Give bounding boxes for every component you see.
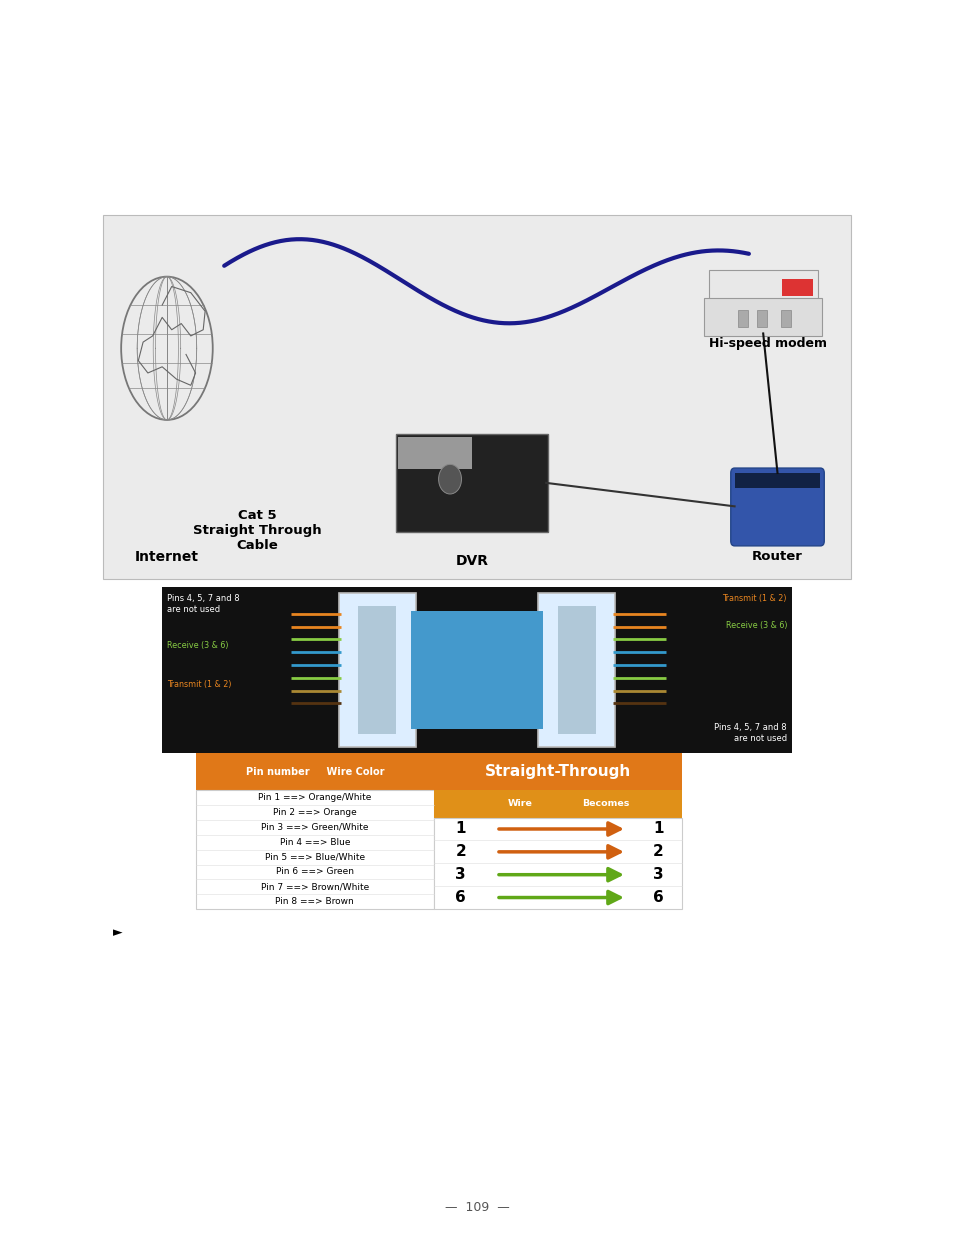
Text: Pins 4, 5, 7 and 8
are not used: Pins 4, 5, 7 and 8 are not used <box>167 594 239 614</box>
Text: ►: ► <box>112 926 122 939</box>
Text: Receive (3 & 6): Receive (3 & 6) <box>167 641 228 650</box>
FancyBboxPatch shape <box>558 606 596 734</box>
Text: 6: 6 <box>455 890 466 905</box>
FancyBboxPatch shape <box>103 215 850 579</box>
Text: Pin 6 ==> Green: Pin 6 ==> Green <box>275 867 354 877</box>
FancyBboxPatch shape <box>357 606 395 734</box>
Text: Transmit (1 & 2): Transmit (1 & 2) <box>167 680 232 689</box>
Text: Pin 2 ==> Orange: Pin 2 ==> Orange <box>273 808 356 818</box>
Text: 2: 2 <box>652 845 663 860</box>
Text: Hi-speed modem: Hi-speed modem <box>708 337 826 351</box>
FancyBboxPatch shape <box>730 468 823 546</box>
FancyBboxPatch shape <box>738 310 747 327</box>
Text: Transmit (1 & 2): Transmit (1 & 2) <box>721 594 786 603</box>
Text: 3: 3 <box>455 867 466 882</box>
Text: Pins 4, 5, 7 and 8
are not used: Pins 4, 5, 7 and 8 are not used <box>714 724 786 743</box>
FancyBboxPatch shape <box>396 435 547 531</box>
FancyBboxPatch shape <box>338 593 416 747</box>
Text: Pin 4 ==> Blue: Pin 4 ==> Blue <box>279 837 350 847</box>
FancyBboxPatch shape <box>781 310 790 327</box>
FancyBboxPatch shape <box>162 587 791 753</box>
FancyBboxPatch shape <box>605 587 791 753</box>
FancyBboxPatch shape <box>434 790 681 818</box>
Text: Cat 5
Straight Through
Cable: Cat 5 Straight Through Cable <box>193 509 321 552</box>
Text: Straight-Through: Straight-Through <box>484 764 631 779</box>
Text: 1: 1 <box>455 821 466 836</box>
Text: Pin 3 ==> Green/White: Pin 3 ==> Green/White <box>261 823 368 832</box>
Text: 1: 1 <box>652 821 663 836</box>
FancyBboxPatch shape <box>537 593 615 747</box>
Text: 6: 6 <box>652 890 663 905</box>
FancyBboxPatch shape <box>195 790 434 909</box>
Text: Pin number     Wire Color: Pin number Wire Color <box>245 767 384 777</box>
FancyBboxPatch shape <box>708 270 817 303</box>
Text: 3: 3 <box>652 867 663 882</box>
Text: Router: Router <box>751 550 802 563</box>
FancyBboxPatch shape <box>398 437 472 469</box>
Text: —  109  —: — 109 — <box>444 1202 509 1214</box>
FancyBboxPatch shape <box>162 587 348 753</box>
Text: Receive (3 & 6): Receive (3 & 6) <box>725 621 786 630</box>
FancyBboxPatch shape <box>411 611 542 729</box>
Text: Pin 7 ==> Brown/White: Pin 7 ==> Brown/White <box>260 882 369 892</box>
Text: Internet: Internet <box>134 551 199 564</box>
Text: Wire: Wire <box>507 799 532 809</box>
Text: DVR: DVR <box>456 553 488 568</box>
Text: Pin 5 ==> Blue/White: Pin 5 ==> Blue/White <box>265 852 364 862</box>
FancyBboxPatch shape <box>734 473 820 488</box>
FancyBboxPatch shape <box>703 298 821 336</box>
Text: Pin 8 ==> Brown: Pin 8 ==> Brown <box>275 897 354 906</box>
FancyBboxPatch shape <box>757 310 766 327</box>
FancyBboxPatch shape <box>434 753 681 790</box>
Text: Pin 1 ==> Orange/White: Pin 1 ==> Orange/White <box>258 793 371 803</box>
FancyBboxPatch shape <box>195 753 434 790</box>
Circle shape <box>438 464 461 494</box>
FancyBboxPatch shape <box>434 818 681 909</box>
Text: Becomes: Becomes <box>581 799 629 809</box>
Text: 2: 2 <box>455 845 466 860</box>
FancyBboxPatch shape <box>781 279 812 296</box>
